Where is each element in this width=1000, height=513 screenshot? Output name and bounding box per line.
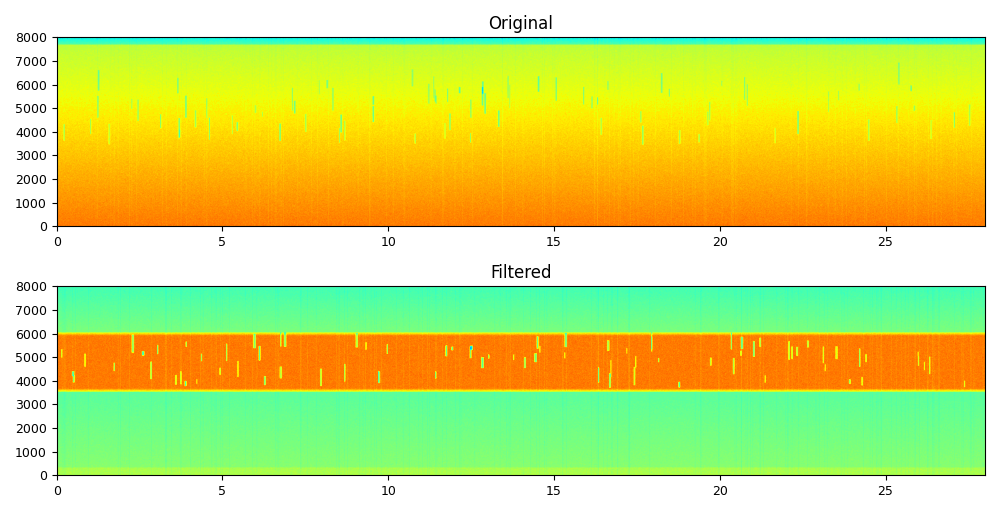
Title: Filtered: Filtered — [490, 264, 552, 282]
Title: Original: Original — [488, 15, 553, 33]
